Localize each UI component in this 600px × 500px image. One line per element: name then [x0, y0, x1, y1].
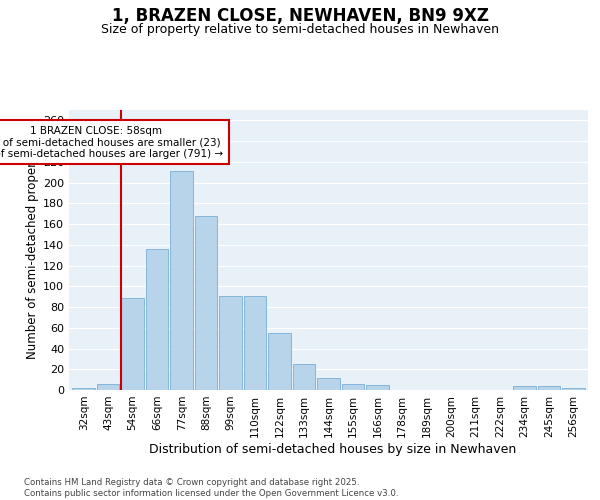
Bar	[317, 378, 340, 390]
Bar	[562, 388, 584, 390]
Text: Distribution of semi-detached houses by size in Newhaven: Distribution of semi-detached houses by …	[149, 442, 517, 456]
Text: Contains HM Land Registry data © Crown copyright and database right 2025.
Contai: Contains HM Land Registry data © Crown c…	[24, 478, 398, 498]
Bar	[538, 386, 560, 390]
Bar	[293, 364, 315, 390]
Bar	[513, 386, 536, 390]
Text: Size of property relative to semi-detached houses in Newhaven: Size of property relative to semi-detach…	[101, 22, 499, 36]
Bar	[220, 296, 242, 390]
Bar	[170, 171, 193, 390]
Text: 1 BRAZEN CLOSE: 58sqm
← 3% of semi-detached houses are smaller (23)
97% of semi-: 1 BRAZEN CLOSE: 58sqm ← 3% of semi-detac…	[0, 126, 223, 159]
Bar	[195, 216, 217, 390]
Bar	[121, 298, 144, 390]
Bar	[342, 384, 364, 390]
Bar	[268, 333, 291, 390]
Bar	[244, 296, 266, 390]
Bar	[97, 384, 119, 390]
Y-axis label: Number of semi-detached properties: Number of semi-detached properties	[26, 140, 39, 360]
Bar	[73, 388, 95, 390]
Bar	[366, 385, 389, 390]
Text: 1, BRAZEN CLOSE, NEWHAVEN, BN9 9XZ: 1, BRAZEN CLOSE, NEWHAVEN, BN9 9XZ	[112, 8, 488, 26]
Bar	[146, 249, 169, 390]
